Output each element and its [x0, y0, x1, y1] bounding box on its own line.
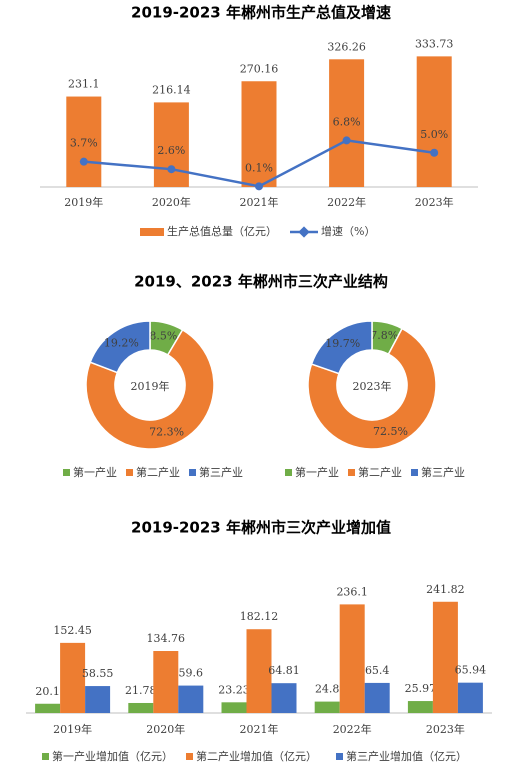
data-label: 20.1 — [35, 685, 60, 698]
line-marker — [430, 148, 439, 157]
legend-swatch — [411, 469, 418, 476]
legend-label: 增速（%） — [321, 224, 375, 238]
data-label: 333.73 — [415, 37, 454, 50]
data-label: 72.5% — [373, 425, 408, 438]
chart-title: 2019、2023 年郴州市三次产业结构 — [134, 273, 388, 291]
data-label: 25.97 — [405, 682, 437, 695]
chart-title: 2019-2023 年郴州市三次产业增加值 — [131, 519, 391, 537]
bar — [66, 96, 102, 187]
data-label: 236.1 — [336, 585, 368, 598]
data-label: 3.7% — [70, 137, 98, 150]
donut-center-label: 2023年 — [353, 379, 392, 393]
bar — [60, 642, 86, 713]
data-label: 21.78 — [125, 684, 157, 697]
data-label: 58.55 — [82, 667, 114, 680]
donut-segment — [310, 320, 373, 375]
line-marker — [342, 136, 351, 145]
legend-label: 第二产业 — [358, 465, 402, 479]
line-marker — [79, 157, 88, 166]
donut-center-label: 2019年 — [131, 379, 170, 393]
x-tick-label: 2020年 — [152, 195, 191, 209]
legend-swatch — [140, 228, 164, 236]
legend-swatch — [186, 753, 193, 760]
legend-label: 第三产业 — [199, 465, 243, 479]
donut-segment — [89, 320, 151, 374]
data-label: 270.16 — [240, 62, 279, 75]
legend-label: 第三产业增加值（亿元） — [346, 749, 467, 763]
data-label: 2.6% — [157, 144, 185, 157]
legend-swatch — [336, 753, 343, 760]
bar — [221, 702, 247, 713]
data-label: 8.5% — [149, 329, 177, 342]
legend-swatch — [126, 469, 133, 476]
data-label: 216.14 — [152, 83, 191, 96]
donut-segment — [307, 327, 437, 450]
bar — [35, 703, 61, 713]
data-label: 231.1 — [68, 78, 100, 91]
bar — [246, 629, 272, 713]
legend-swatch — [285, 469, 292, 476]
data-label: 241.82 — [426, 583, 465, 596]
legend-label: 生产总值总量（亿元） — [167, 224, 277, 238]
x-tick-label: 2022年 — [333, 722, 372, 736]
donut-segment — [85, 328, 215, 450]
legend-label: 第二产业 — [136, 465, 180, 479]
bar — [432, 601, 458, 713]
bar — [339, 604, 365, 713]
data-label: 65.94 — [455, 664, 487, 677]
data-label: 182.12 — [240, 610, 279, 623]
chart-title: 2019-2023 年郴州市生产总值及增速 — [131, 4, 391, 22]
x-tick-label: 2019年 — [64, 195, 103, 209]
bar — [407, 701, 433, 713]
legend-label: 第二产业增加值（亿元） — [196, 749, 317, 763]
bar — [153, 651, 179, 713]
legend-label: 第一产业增加值（亿元） — [52, 749, 173, 763]
legend-swatch — [348, 469, 355, 476]
bar — [314, 701, 340, 713]
bar — [271, 683, 297, 713]
legend-swatch — [42, 753, 49, 760]
x-tick-label: 2020年 — [146, 722, 185, 736]
x-tick-label: 2022年 — [327, 195, 366, 209]
data-label: 19.7% — [325, 337, 360, 350]
bar — [85, 686, 111, 713]
data-label: 152.45 — [53, 624, 92, 637]
bar — [241, 81, 277, 187]
data-label: 134.76 — [147, 632, 186, 645]
bar — [128, 702, 154, 713]
x-tick-label: 2021年 — [240, 722, 279, 736]
bar — [178, 685, 204, 713]
bar — [329, 59, 365, 188]
data-label: 24.8 — [315, 683, 340, 696]
bar — [457, 682, 483, 713]
x-tick-label: 2023年 — [426, 722, 465, 736]
legend-marker — [298, 226, 310, 238]
data-label: 6.8% — [333, 115, 361, 128]
x-tick-label: 2019年 — [53, 722, 92, 736]
line-marker — [255, 182, 263, 191]
bar — [416, 56, 452, 187]
data-label: 5.0% — [420, 128, 448, 141]
x-tick-label: 2023年 — [415, 195, 454, 209]
x-tick-label: 2021年 — [240, 195, 279, 209]
data-label: 7.8% — [370, 329, 398, 342]
data-label: 59.6 — [179, 667, 204, 680]
legend-swatch — [63, 469, 70, 476]
line-marker — [167, 165, 176, 174]
data-label: 23.23 — [218, 683, 250, 696]
data-label: 0.1% — [245, 161, 273, 174]
legend-swatch — [189, 469, 196, 476]
data-label: 65.4 — [365, 664, 390, 677]
bar — [364, 682, 390, 713]
legend-label: 第三产业 — [421, 465, 465, 479]
data-label: 72.3% — [149, 426, 184, 439]
legend-label: 第一产业 — [73, 465, 117, 479]
data-label: 19.2% — [104, 336, 139, 349]
legend-label: 第一产业 — [295, 465, 339, 479]
data-label: 64.81 — [268, 664, 300, 677]
data-label: 326.26 — [327, 40, 366, 53]
